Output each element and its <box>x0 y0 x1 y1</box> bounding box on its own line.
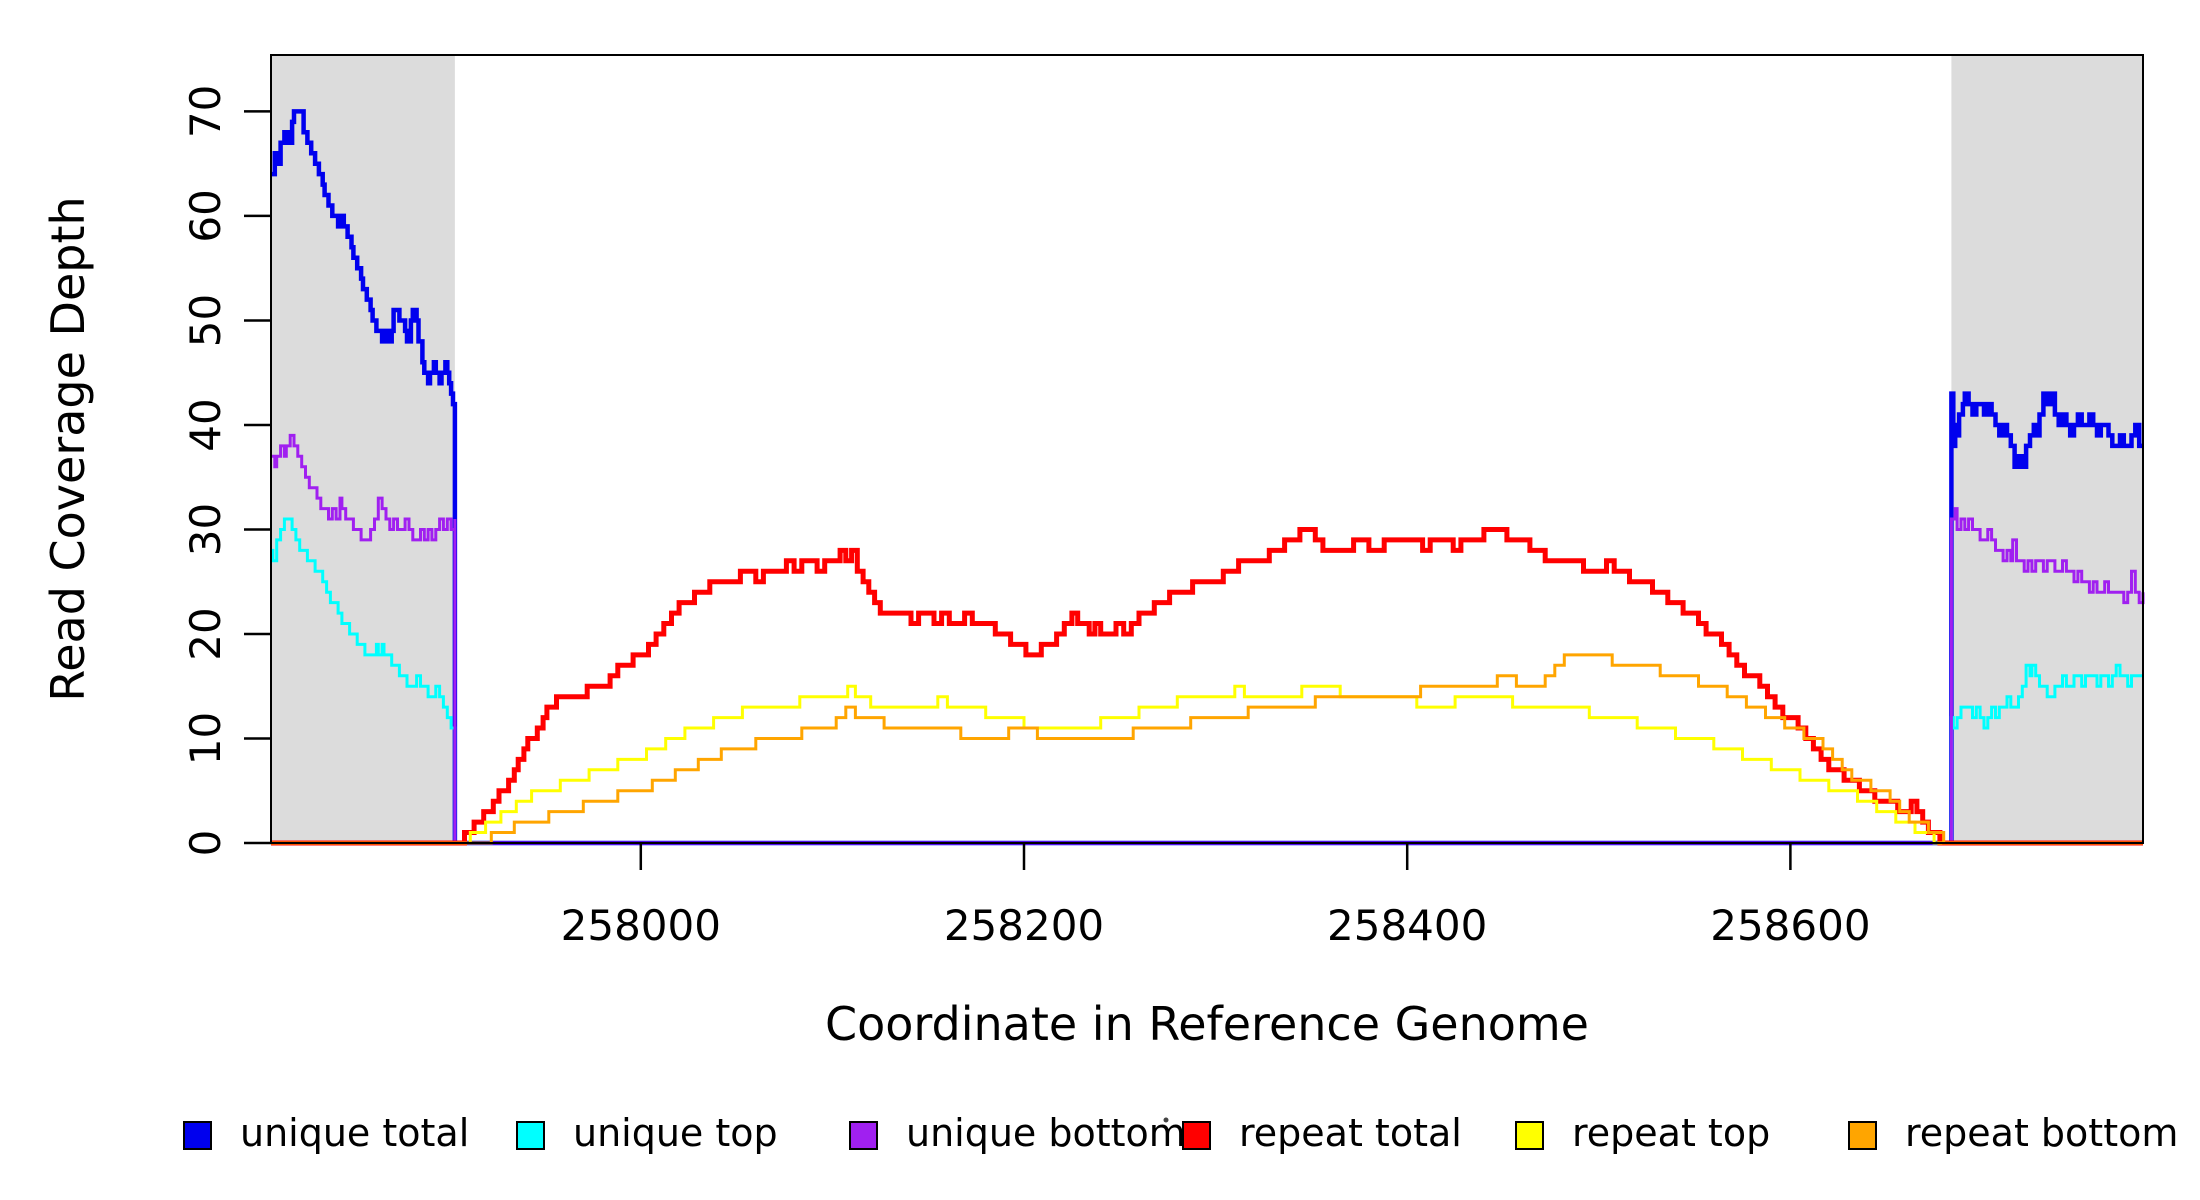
y-tick-label: 70 <box>181 85 230 138</box>
series-line-unique_total <box>271 109 2143 846</box>
legend-label-repeat_total: repeat total <box>1239 1111 1462 1155</box>
x-tick-label: 258600 <box>1710 901 1870 950</box>
series-line-unique_top <box>271 517 2143 845</box>
y-tick-label: 30 <box>181 503 230 556</box>
masked-region-2 <box>1951 55 2143 843</box>
y-tick-label: 60 <box>181 189 230 242</box>
y-tick-label: 10 <box>181 712 230 765</box>
legend-swatch-unique_top <box>516 1121 545 1150</box>
y-tick-label: 20 <box>181 607 230 660</box>
legend-label-unique_bottom: unique bottom <box>906 1111 1186 1155</box>
legend-label-unique_total: unique total <box>240 1111 469 1155</box>
legend: unique total unique top unique bottom repea… <box>183 1111 2178 1155</box>
legend-swatch-unique_bottom <box>849 1121 878 1150</box>
legend-swatch-repeat_total <box>1182 1121 1211 1150</box>
plot-border <box>270 54 2144 844</box>
y-axis: 0 10 20 30 40 50 60 70 <box>181 85 271 857</box>
y-tick-label: 0 <box>181 830 230 857</box>
x-axis: 258000 258200 258400 258600 <box>561 843 1871 950</box>
legend-swatch-unique_total <box>183 1121 212 1150</box>
plot-border-group <box>270 54 2144 844</box>
legend-swatch-repeat_bottom <box>1848 1121 1877 1150</box>
stray-dot <box>1163 1117 1169 1123</box>
series-line-repeat_bottom <box>271 653 2143 845</box>
x-tick-label: 258400 <box>1327 901 1487 950</box>
x-tick-label: 258000 <box>561 901 721 950</box>
legend-swatch-repeat_top <box>1515 1121 1544 1150</box>
masked-regions <box>271 55 2143 843</box>
y-axis-title: Read Coverage Depth <box>41 196 95 701</box>
series-line-unique_bottom <box>271 433 2145 845</box>
y-tick-label: 50 <box>181 294 230 347</box>
legend-label-repeat_top: repeat top <box>1572 1111 1770 1155</box>
x-tick-label: 258200 <box>944 901 1104 950</box>
y-tick-label: 40 <box>181 398 230 451</box>
series-line-repeat_top <box>271 684 2143 845</box>
series-line-repeat_total <box>271 527 2143 846</box>
x-axis-title: Coordinate in Reference Genome <box>825 997 1589 1051</box>
annotations <box>1163 1117 1169 1123</box>
series-lines <box>271 109 2145 846</box>
legend-label-unique_top: unique top <box>573 1111 778 1155</box>
legend-label-repeat_bottom: repeat bottom <box>1905 1111 2178 1155</box>
masked-region-1 <box>271 55 455 843</box>
